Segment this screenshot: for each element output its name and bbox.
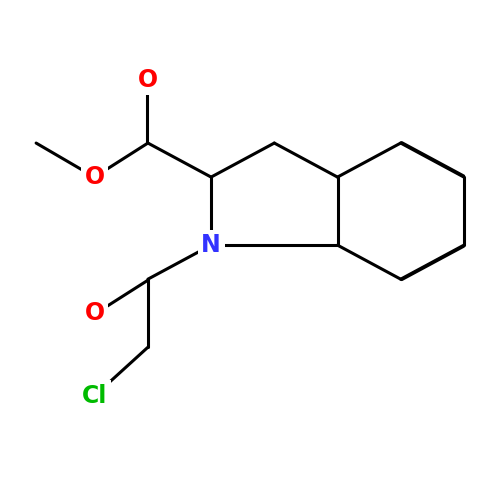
Text: O: O [138,68,158,92]
Text: O: O [84,165,104,189]
Text: O: O [84,301,104,325]
Text: Cl: Cl [82,384,107,408]
Text: N: N [201,233,221,257]
